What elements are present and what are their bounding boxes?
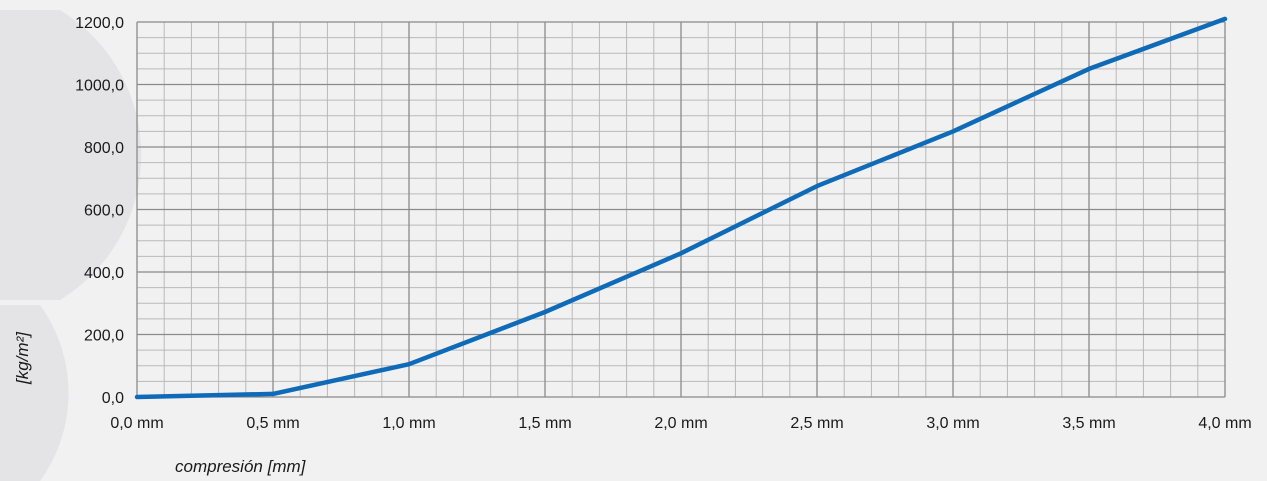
x-tick-label: 1,0 mm	[382, 415, 435, 432]
y-tick-labels: 0,0 200,0 400,0 600,0 800,0 1000,0 1200,0	[75, 15, 124, 407]
y-tick-label: 800,0	[84, 140, 124, 157]
series-layer	[134, 16, 1228, 400]
y-tick-label: 400,0	[84, 265, 124, 282]
x-tick-label: 3,0 mm	[926, 415, 979, 432]
x-tick-labels: 0,0 mm 0,5 mm 1,0 mm 1,5 mm 2,0 mm 2,5 mm 3,0 …	[110, 415, 1251, 432]
x-tick-label: 4,0 mm	[1198, 415, 1251, 432]
y-tick-label: 1000,0	[75, 78, 124, 95]
x-axis-title: compresión [mm]	[175, 457, 307, 476]
y-tick-label: 1200,0	[75, 15, 124, 32]
watermark-logo	[0, 10, 142, 481]
y-tick-label: 600,0	[84, 203, 124, 220]
x-tick-label: 0,0 mm	[110, 415, 163, 432]
x-tick-label: 2,0 mm	[654, 415, 707, 432]
x-tick-label: 3,5 mm	[1062, 415, 1115, 432]
major-grid	[136, 21, 1226, 398]
x-tick-label: 0,5 mm	[246, 415, 299, 432]
y-axis-title: [kg/m²]	[13, 331, 32, 385]
watermark-shape-bottom	[0, 305, 69, 481]
y-tick-label: 200,0	[84, 328, 124, 345]
y-tick-label: 0,0	[102, 390, 124, 407]
x-tick-label: 1,5 mm	[518, 415, 571, 432]
x-tick-label: 2,5 mm	[790, 415, 843, 432]
watermark-shape-top	[0, 10, 142, 300]
